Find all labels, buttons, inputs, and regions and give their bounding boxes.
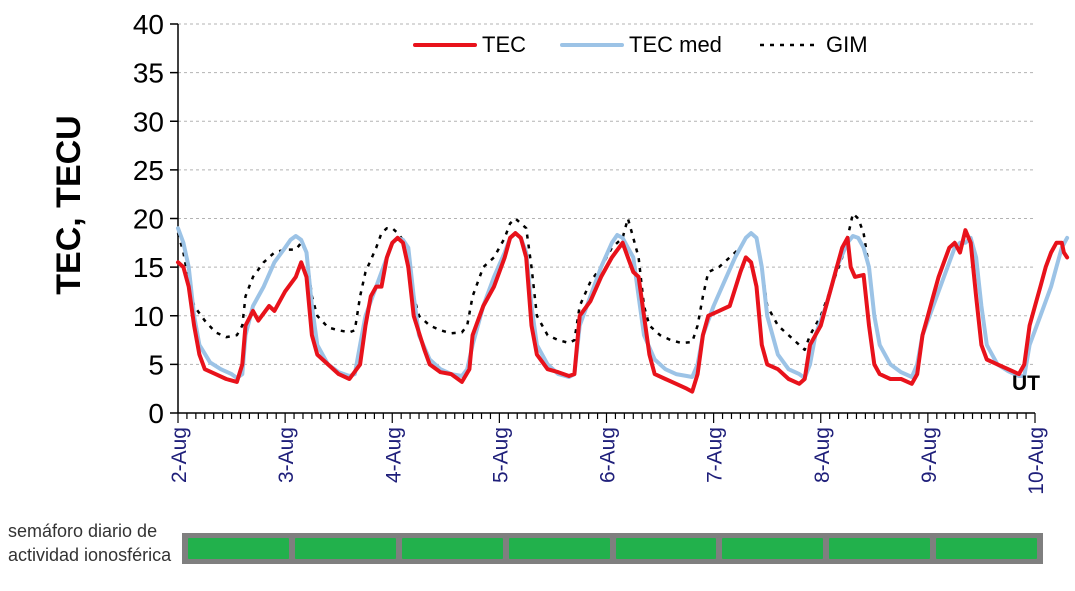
series-line-tec [176,228,1070,394]
y-tick-label: 25 [133,155,164,186]
x-tick-label: 5-Aug [489,427,512,483]
y-tick-label: 30 [133,106,164,137]
y-tick-labels: 0 5 10 15 20 25 30 35 40 [133,9,164,429]
semaforo-day-cell [401,538,503,559]
semaforo-day-cell [829,538,931,559]
legend-label: TEC [482,32,526,57]
legend-label: TEC med [629,32,722,57]
semaforo-day-cell [722,538,824,559]
semaforo-bar [182,533,1043,564]
series-line-tec-med [176,226,1070,380]
x-tick-label: 8-Aug [811,427,834,483]
series-lines [176,212,1070,394]
semaforo-day-cell [936,538,1037,559]
semaforo-label-line1: semáforo diario de [8,521,158,541]
grid-lines [178,23,1035,365]
y-tick-label: 20 [133,204,164,235]
y-tick-label: 0 [148,398,164,429]
x-tick-label: 7-Aug [704,427,727,483]
x-tick-labels: 2-Aug 3-Aug 4-Aug 5-Aug 6-Aug 7-Aug 8-Aug 9-Aug… [168,427,1048,495]
semaforo-day-cell [188,538,289,559]
y-tick-label: 10 [133,301,164,332]
x-tick-label: 3-Aug [275,427,298,483]
semaforo-day-cell [615,538,717,559]
x-axis-label: UT [1012,372,1040,395]
y-tick-label: 40 [133,9,164,40]
x-tick-label: 2-Aug [168,427,191,483]
legend: TEC TEC med GIM [413,32,868,57]
x-tick-label: 9-Aug [918,427,941,483]
x-tick-label: 4-Aug [382,427,405,483]
x-tick-label: 6-Aug [597,427,620,483]
semaforo-label: semáforo diario de actividad ionosférica [8,519,171,567]
axes [170,23,1036,423]
y-tick-label: 35 [133,58,164,89]
semaforo-label-line2: actividad ionosférica [8,545,172,565]
legend-label: GIM [826,32,868,57]
semaforo-day-cell [294,538,396,559]
y-tick-label: 5 [148,349,164,380]
tec-chart: 0 5 10 15 20 25 30 35 40 2-Aug 3-Aug 4-Aug 5-Aug 6-A… [50,9,1070,495]
y-axis-label: TEC, TECU [50,115,88,294]
x-tick-label: 10-Aug [1025,427,1048,495]
y-tick-label: 15 [133,252,164,283]
semaforo-day-cell [508,538,610,559]
